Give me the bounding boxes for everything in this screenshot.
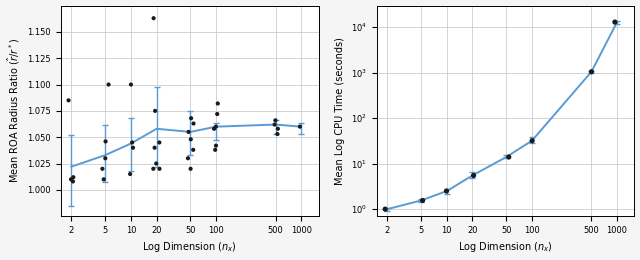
Point: [100, 139, 111, 144]
Point: [269, 122, 280, 127]
Point: [270, 118, 280, 122]
Point: [127, 140, 137, 145]
Point: [186, 167, 196, 171]
X-axis label: Log Dimension ($n_x$): Log Dimension ($n_x$): [458, 240, 553, 255]
Point: [68, 175, 79, 179]
Point: [186, 137, 196, 141]
Point: [68, 179, 78, 184]
Point: [104, 82, 114, 87]
Point: [183, 156, 193, 160]
Y-axis label: Mean ROA Radius Ratio ($\hat{r}/r^*$): Mean ROA Radius Ratio ($\hat{r}/r^*$): [6, 38, 22, 184]
Point: [63, 98, 74, 102]
Point: [212, 101, 223, 106]
Point: [150, 109, 160, 113]
Point: [154, 167, 164, 171]
Point: [150, 146, 160, 150]
Point: [99, 177, 109, 181]
Point: [212, 112, 222, 116]
Point: [125, 172, 135, 176]
X-axis label: Log Dimension ($n_x$): Log Dimension ($n_x$): [142, 240, 237, 255]
Point: [211, 144, 221, 148]
Point: [151, 161, 161, 166]
Point: [126, 82, 136, 87]
Y-axis label: Mean Log CPU Time (seconds): Mean Log CPU Time (seconds): [335, 37, 345, 185]
Point: [66, 177, 76, 181]
Point: [211, 125, 221, 129]
Point: [380, 207, 390, 211]
Point: [610, 20, 620, 24]
Point: [100, 156, 111, 160]
Point: [273, 127, 283, 131]
Point: [186, 116, 196, 120]
Point: [272, 132, 282, 136]
Point: [417, 198, 428, 203]
Point: [97, 167, 108, 171]
Point: [184, 130, 194, 134]
Point: [468, 173, 479, 178]
Point: [527, 139, 537, 143]
Point: [209, 127, 219, 131]
Point: [188, 148, 198, 152]
Point: [154, 140, 164, 145]
Point: [442, 189, 452, 193]
Point: [504, 155, 514, 159]
Point: [148, 167, 159, 171]
Point: [295, 125, 305, 129]
Point: [188, 121, 198, 126]
Point: [210, 148, 220, 152]
Point: [128, 146, 138, 150]
Point: [148, 16, 159, 20]
Point: [586, 70, 596, 74]
